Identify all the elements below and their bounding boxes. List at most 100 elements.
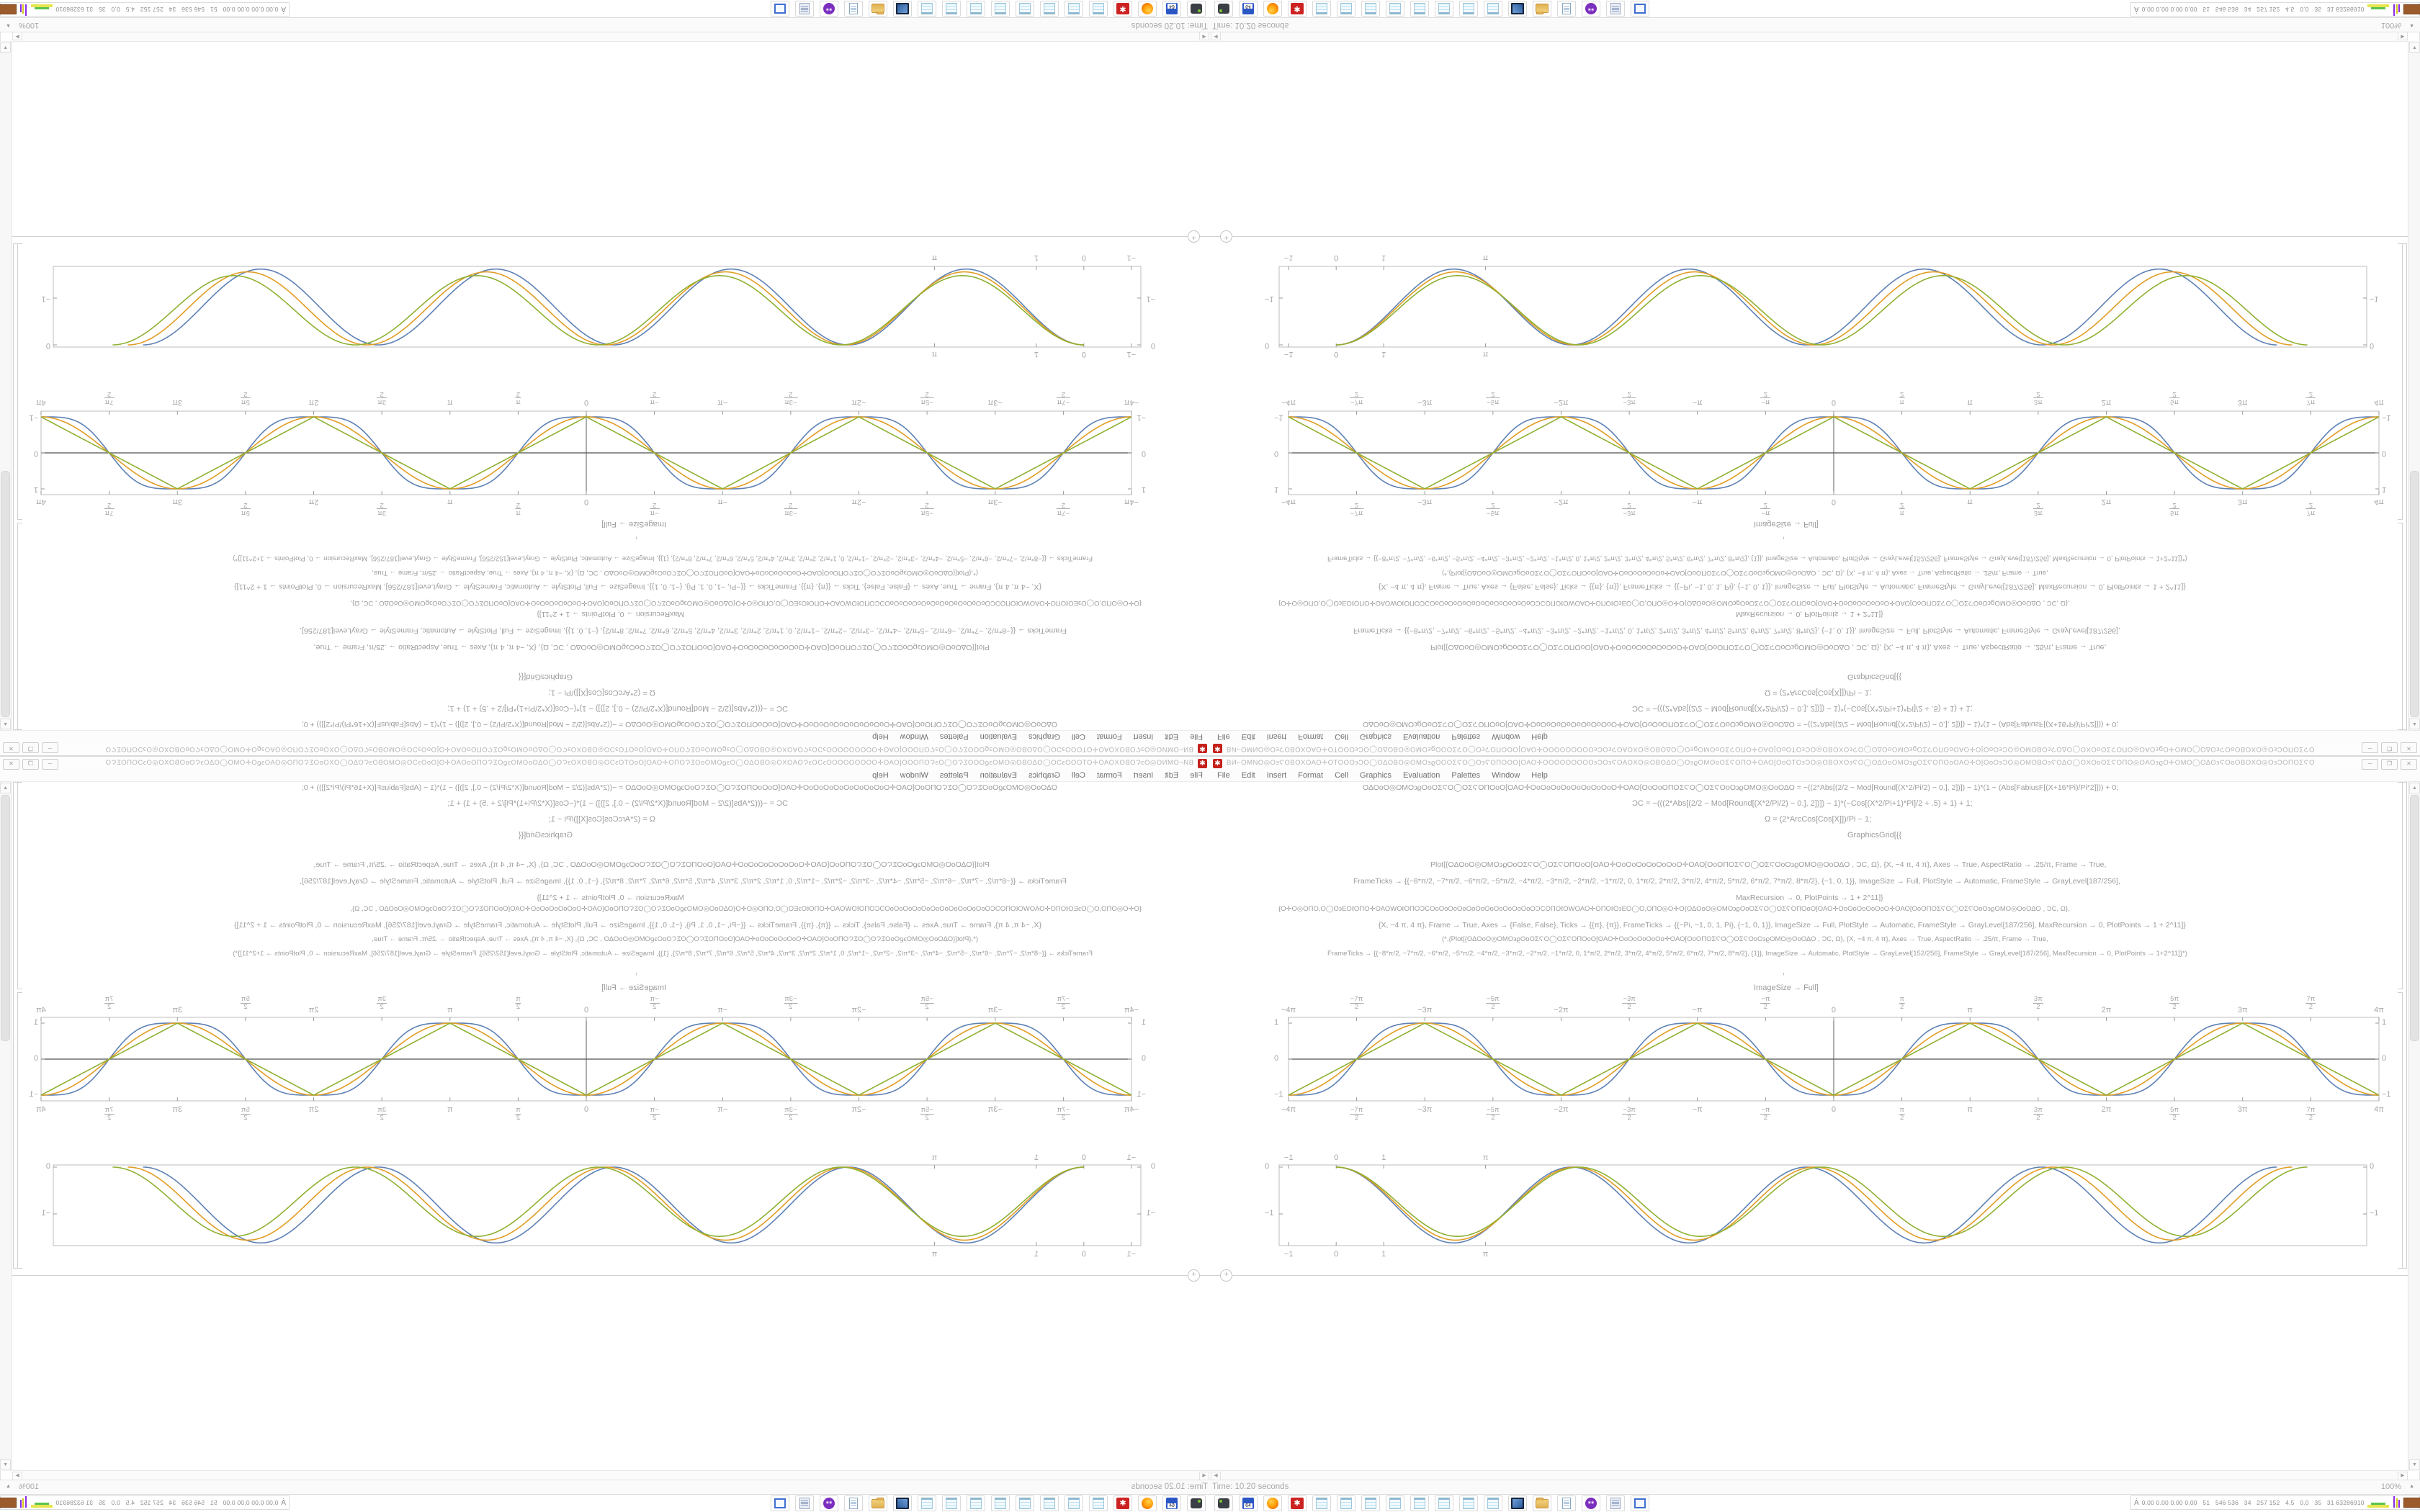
notepad-icon[interactable] xyxy=(1386,1495,1404,1511)
notepad-icon[interactable] xyxy=(1065,1,1083,17)
document-icon[interactable] xyxy=(1557,1,1576,17)
menu-item[interactable]: Cell xyxy=(1335,771,1349,780)
horizontal-scrollbar[interactable]: ◀ ▶ xyxy=(12,1470,1210,1480)
code-line[interactable]: FrameTicks → {{−8*π/2, −7*π/2, −6*π/2, −… xyxy=(1353,626,2120,635)
menu-item[interactable]: Format xyxy=(1298,771,1324,780)
removable-drive-icon[interactable] xyxy=(1214,1,1233,17)
notepad-icon[interactable] xyxy=(1337,1495,1355,1511)
window-app-icon[interactable] xyxy=(1631,1,1649,17)
code-line[interactable]: MaxRecursion → 0, PlotPoints → 1 + 2^11]… xyxy=(537,610,684,618)
notepad-icon[interactable] xyxy=(1361,1495,1380,1511)
monitor-app-icon[interactable] xyxy=(893,1,912,17)
firefox-icon[interactable] xyxy=(1138,1,1157,17)
window-titlebar[interactable]: ✱ ВИ⌐ΟΜΝΟ◎Ο϶ϚΟΒΟΧΟΑΟ✛ΟΤΟΟΟ϶ϽΟ◯ΟΔΟΒΟ◎ΟΜΟ϶… xyxy=(0,742,1210,756)
script-icon[interactable] xyxy=(795,1495,814,1511)
output-cell-bracket[interactable] xyxy=(2398,992,2403,1269)
scroll-right-icon[interactable]: ▶ xyxy=(12,32,22,40)
menu-item[interactable]: Help xyxy=(1531,732,1548,741)
notepad-icon[interactable] xyxy=(1386,1,1404,17)
horizontal-scrollbar[interactable]: ◀ ▶ xyxy=(1210,1470,2408,1480)
insert-cell-plus-button[interactable]: + xyxy=(1220,1269,1232,1282)
floppy-64-icon[interactable] xyxy=(1239,1495,1258,1511)
notepad-icon[interactable] xyxy=(1016,1495,1034,1511)
menu-item[interactable]: Help xyxy=(872,732,889,741)
window-app-icon[interactable] xyxy=(771,1495,789,1511)
menu-item[interactable]: Help xyxy=(1531,771,1548,780)
menu-item[interactable]: Insert xyxy=(1266,732,1287,741)
vertical-scroll-thumb[interactable] xyxy=(2410,471,2419,717)
vertical-scrollbar[interactable]: ▲ ▼ xyxy=(0,41,12,730)
code-line[interactable]: FrameTicks → {{−8*π/2, −7*π/2, −6*π/2, −… xyxy=(1353,877,2120,886)
code-line[interactable]: GraphicsGrid[{{ xyxy=(518,831,573,840)
code-line[interactable]: ΟΔΟοΟ◎ΟΜΟ϶ϱΟοΟΣϚΟ◯ΟΣϚΟΠΟοΟ[ΟΑΟ✛ΟοΟοΟοΟοΟ… xyxy=(1363,720,2119,729)
document-icon[interactable] xyxy=(1557,1495,1576,1511)
menu-item[interactable]: Window xyxy=(900,771,928,780)
minimize-button[interactable]: ─ xyxy=(42,759,58,770)
notepad-icon[interactable] xyxy=(1459,1,1478,17)
close-button[interactable]: ✕ xyxy=(2401,759,2417,770)
script-icon[interactable] xyxy=(1606,1,1625,17)
code-line[interactable]: {X, −4 π, 4 π}, Frame → True, Axes → {Fa… xyxy=(1379,582,2186,591)
code-line[interactable]: Plot[{ΟΔΟοΟ◎ΟΜΟ϶ϱΟοΟΣϚΟ◯ΟΣϚΟΠΟοΟ[ΟΑΟ✛ΟοΟ… xyxy=(1430,643,2107,652)
zoom-caret-icon[interactable]: ▲ xyxy=(6,23,11,28)
window-app-icon[interactable] xyxy=(771,1,789,17)
vertical-scroll-thumb[interactable] xyxy=(1,795,10,1041)
scroll-down-icon[interactable]: ▼ xyxy=(0,1459,11,1470)
code-line[interactable]: FrameTicks → {{−8*π/2, −7*π/2, −6*π/2, −… xyxy=(233,950,1093,958)
code-line[interactable]: Plot[{ΟΔΟοΟ◎ΟΜΟ϶ϱΟοΟΣϚΟ◯ΟΣϚΟΠΟοΟ[ΟΑΟ✛ΟοΟ… xyxy=(313,860,990,869)
code-line[interactable]: Plot[{ΟΔΟοΟ◎ΟΜΟ϶ϱΟοΟΣϚΟ◯ΟΣϚΟΠΟοΟ[ΟΑΟ✛ΟοΟ… xyxy=(1430,860,2107,869)
notepad-icon[interactable] xyxy=(918,1,936,17)
code-line[interactable]: FrameTicks → {{−8*π/2, −7*π/2, −6*π/2, −… xyxy=(1327,554,2187,562)
notepad-icon[interactable] xyxy=(967,1,985,17)
insert-cell-plus-button[interactable]: + xyxy=(1188,230,1200,243)
code-line[interactable]: ƆC = −(((2*Abs[(2/2 − Mod[Round[(X*2/Pi/… xyxy=(1632,799,1973,808)
code-line[interactable]: GraphicsGrid[{{ xyxy=(518,672,573,681)
removable-drive-icon[interactable] xyxy=(1187,1,1206,17)
insert-cell-plus-button[interactable]: + xyxy=(1188,1269,1200,1282)
minimize-button[interactable]: ─ xyxy=(2362,742,2378,753)
red-gear-app-icon[interactable] xyxy=(1113,1495,1132,1511)
code-line[interactable]: Ω = (2*ArcCos[Cos[X]])/Pi − 1; xyxy=(1765,815,1872,824)
menu-item[interactable]: Evaluation xyxy=(1403,732,1440,741)
code-line[interactable]: (*,{Plot[{ΟΔΟοΟ◎ΟΜΟ϶ϱΟοΟΣϚΟ◯ΟΣϚΟΠΟοΟ[ΟΑΟ… xyxy=(372,935,978,943)
menu-item[interactable]: Evaluation xyxy=(1403,771,1440,780)
close-button[interactable]: ✕ xyxy=(2401,742,2417,753)
menu-item[interactable]: Insert xyxy=(1133,732,1154,741)
menu-item[interactable]: Graphics xyxy=(1028,732,1060,741)
code-line[interactable]: GraphicsGrid[{{ xyxy=(1847,672,1902,681)
script-icon[interactable] xyxy=(795,1,814,17)
notebook-content[interactable]: ΟΔΟοΟ◎ΟΜΟ϶ϱΟοΟΣϚΟ◯ΟΣϚΟΠΟοΟ[ΟΑΟ✛ΟοΟοΟοΟοΟ… xyxy=(12,41,1210,730)
restore-button[interactable]: ❐ xyxy=(2381,742,2398,753)
code-line[interactable]: {X, −4 π, 4 π}, Frame → True, Axes → {Fa… xyxy=(234,921,1041,930)
code-line[interactable]: (*,{Plot[{ΟΔΟοΟ◎ΟΜΟ϶ϱΟοΟΣϚΟ◯ΟΣϚΟΠΟοΟ[ΟΑΟ… xyxy=(372,569,978,577)
code-line[interactable]: FrameTicks → {{−8*π/2, −7*π/2, −6*π/2, −… xyxy=(300,877,1067,886)
window-titlebar[interactable]: ✱ ВИ⌐ΟΜΝΟ◎Ο϶ϚΟΒΟΧΟΑΟ✛ΟΤΟΟΟ϶ϽΟ◯ΟΔΟΒΟ◎ΟΜΟ϶… xyxy=(0,756,1210,770)
code-line[interactable]: {Ο✛Ο◎ΟΠΟ,Ο◯Ο϶ΕΟℓΟΠΟ✛ΟΑΟWΟℓΟΠΟϽϹΟοΟοΟοΟοΟ… xyxy=(1278,599,2070,607)
notepad-icon[interactable] xyxy=(1484,1,1502,17)
scroll-down-icon[interactable]: ▼ xyxy=(2409,42,2420,53)
system-monitor-widget[interactable]: Ȧ 0.00 0.00 0.00 0.00 51 546 536 34 257 … xyxy=(2130,1495,2420,1510)
menu-item[interactable]: Format xyxy=(1096,732,1122,741)
cell-group-bracket[interactable] xyxy=(13,782,18,1269)
red-gear-app-icon[interactable] xyxy=(1288,1495,1307,1511)
zoom-caret-icon[interactable]: ▲ xyxy=(2409,1484,2414,1489)
notepad-icon[interactable] xyxy=(1016,1,1034,17)
restore-button[interactable]: ❐ xyxy=(22,759,39,770)
window-titlebar[interactable]: ✱ ВИ⌐ΟΜΝΟ◎Ο϶ϚΟΒΟΧΟΑΟ✛ΟΤΟΟΟ϶ϽΟ◯ΟΔΟΒΟ◎ΟΜΟ϶… xyxy=(1210,756,2420,770)
removable-drive-icon[interactable] xyxy=(1214,1495,1233,1511)
notepad-icon[interactable] xyxy=(1435,1,1453,17)
code-line[interactable]: MaxRecursion → 0, PlotPoints → 1 + 2^11]… xyxy=(537,894,684,902)
code-line[interactable]: ImageSize → Full] xyxy=(1754,520,1819,528)
scroll-right-icon[interactable]: ▶ xyxy=(2398,32,2408,40)
code-line[interactable]: ƆC = −(((2*Abs[(2/2 − Mod[Round[(X*2/Pi/… xyxy=(1632,704,1973,713)
menu-item[interactable]: Palettes xyxy=(1451,732,1481,741)
minimize-button[interactable]: ─ xyxy=(2362,759,2378,770)
notepad-icon[interactable] xyxy=(991,1495,1010,1511)
notepad-icon[interactable] xyxy=(1410,1495,1429,1511)
purple-owl-app-icon[interactable] xyxy=(1582,1495,1600,1511)
input-cell-bracket[interactable] xyxy=(17,782,22,989)
notepad-icon[interactable] xyxy=(1361,1,1380,17)
code-line[interactable]: , xyxy=(1783,968,1785,976)
code-line[interactable]: Plot[{ΟΔΟοΟ◎ΟΜΟ϶ϱΟοΟΣϚΟ◯ΟΣϚΟΠΟοΟ[ΟΑΟ✛ΟοΟ… xyxy=(313,643,990,652)
notepad-icon[interactable] xyxy=(1337,1,1355,17)
